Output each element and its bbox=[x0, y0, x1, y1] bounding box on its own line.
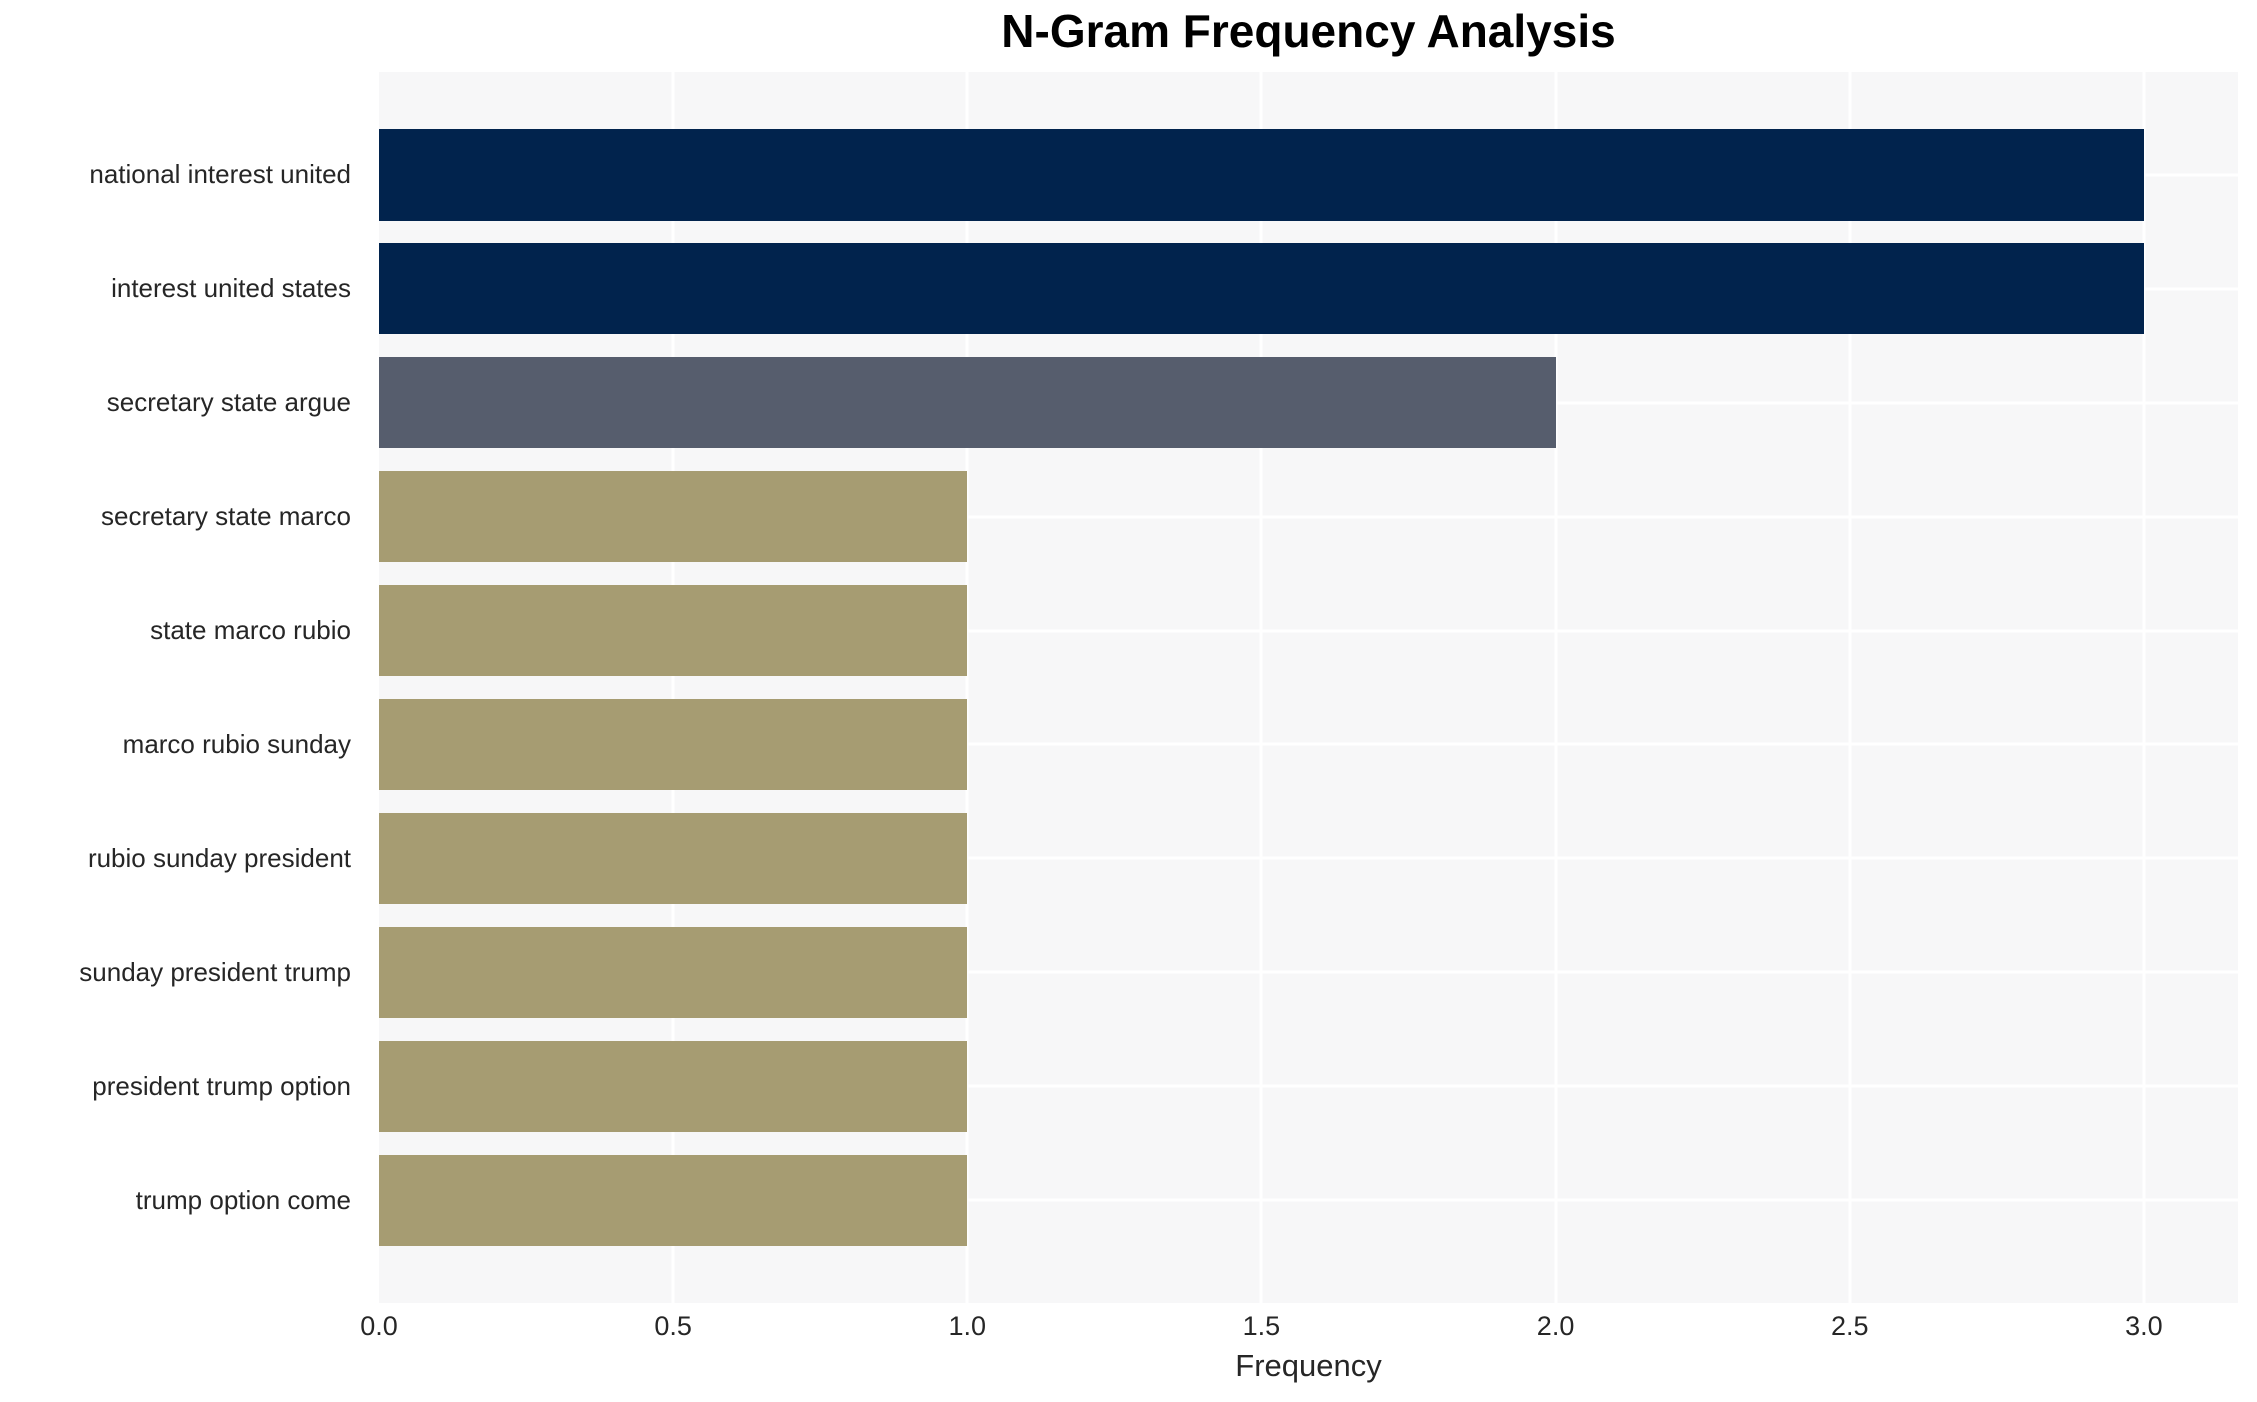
x-axis-ticks: 0.0 0.5 1.0 1.5 2.0 2.5 3.0 bbox=[360, 1311, 2238, 1347]
y-tick-label: sunday president trump bbox=[79, 956, 351, 987]
horizontal-gridline bbox=[379, 1198, 2238, 1202]
vertical-gridline bbox=[2142, 72, 2146, 1303]
vertical-gridline bbox=[1554, 72, 1558, 1303]
vertical-gridline bbox=[965, 72, 969, 1303]
bar-row bbox=[379, 460, 2238, 574]
y-tick-label: state marco rubio bbox=[150, 615, 351, 646]
bar-row bbox=[379, 1143, 2238, 1257]
bar-interest-united-states bbox=[379, 243, 2144, 335]
bar-trump-option-come bbox=[379, 1154, 968, 1246]
chart-title: N-Gram Frequency Analysis bbox=[1001, 5, 1616, 57]
horizontal-gridline bbox=[379, 515, 2238, 519]
bar-sunday-president-trump bbox=[379, 926, 968, 1018]
bar-row bbox=[379, 915, 2238, 1029]
bar-row bbox=[379, 574, 2238, 688]
x-tick-label: 1.5 bbox=[1242, 1311, 1281, 1341]
y-tick-label: secretary state marco bbox=[101, 501, 351, 532]
horizontal-gridline bbox=[379, 629, 2238, 633]
bar-rubio-sunday-president bbox=[379, 812, 968, 904]
vertical-gridline bbox=[1259, 72, 1263, 1303]
bar-national-interest-united bbox=[379, 129, 2144, 221]
x-tick-label: 3.0 bbox=[2125, 1311, 2163, 1341]
y-tick-label: national interest united bbox=[89, 159, 351, 190]
bar-row bbox=[379, 346, 2238, 460]
bar-president-trump-option bbox=[379, 1040, 968, 1132]
y-tick-label: rubio sunday president bbox=[87, 842, 351, 873]
bar-row bbox=[379, 801, 2238, 915]
horizontal-gridline bbox=[379, 1084, 2238, 1088]
bar-rows bbox=[379, 118, 2238, 1257]
y-tick-label: marco rubio sunday bbox=[122, 728, 351, 759]
bar-row bbox=[379, 232, 2238, 346]
x-tick-label: 0.5 bbox=[654, 1311, 692, 1341]
horizontal-gridline bbox=[379, 970, 2238, 974]
y-tick-label: secretary state argue bbox=[106, 387, 351, 418]
bar-state-marco-rubio bbox=[379, 585, 968, 677]
y-tick-label: trump option come bbox=[135, 1184, 351, 1215]
bar-secretary-state-argue bbox=[379, 357, 1556, 449]
bar-row bbox=[379, 118, 2238, 232]
vertical-gridline bbox=[671, 72, 675, 1303]
bar-secretary-state-marco bbox=[379, 471, 968, 563]
x-tick-label: 2.0 bbox=[1536, 1311, 1575, 1341]
x-tick-label: 1.0 bbox=[948, 1311, 987, 1341]
horizontal-gridline bbox=[379, 856, 2238, 860]
bar-marco-rubio-sunday bbox=[379, 698, 968, 791]
y-tick-label: interest united states bbox=[111, 273, 351, 304]
x-tick-label: 0.0 bbox=[360, 1311, 398, 1341]
x-axis-title: Frequency bbox=[1235, 1348, 1382, 1383]
vertical-gridline bbox=[1848, 72, 1852, 1303]
bar-row bbox=[379, 688, 2238, 802]
plot-area bbox=[379, 72, 2238, 1303]
y-tick-label: president trump option bbox=[92, 1070, 351, 1101]
x-tick-label: 2.5 bbox=[1830, 1311, 1869, 1341]
y-axis-labels: national interest united interest united … bbox=[0, 118, 365, 1257]
horizontal-gridline bbox=[379, 742, 2238, 746]
bar-row bbox=[379, 1029, 2238, 1143]
